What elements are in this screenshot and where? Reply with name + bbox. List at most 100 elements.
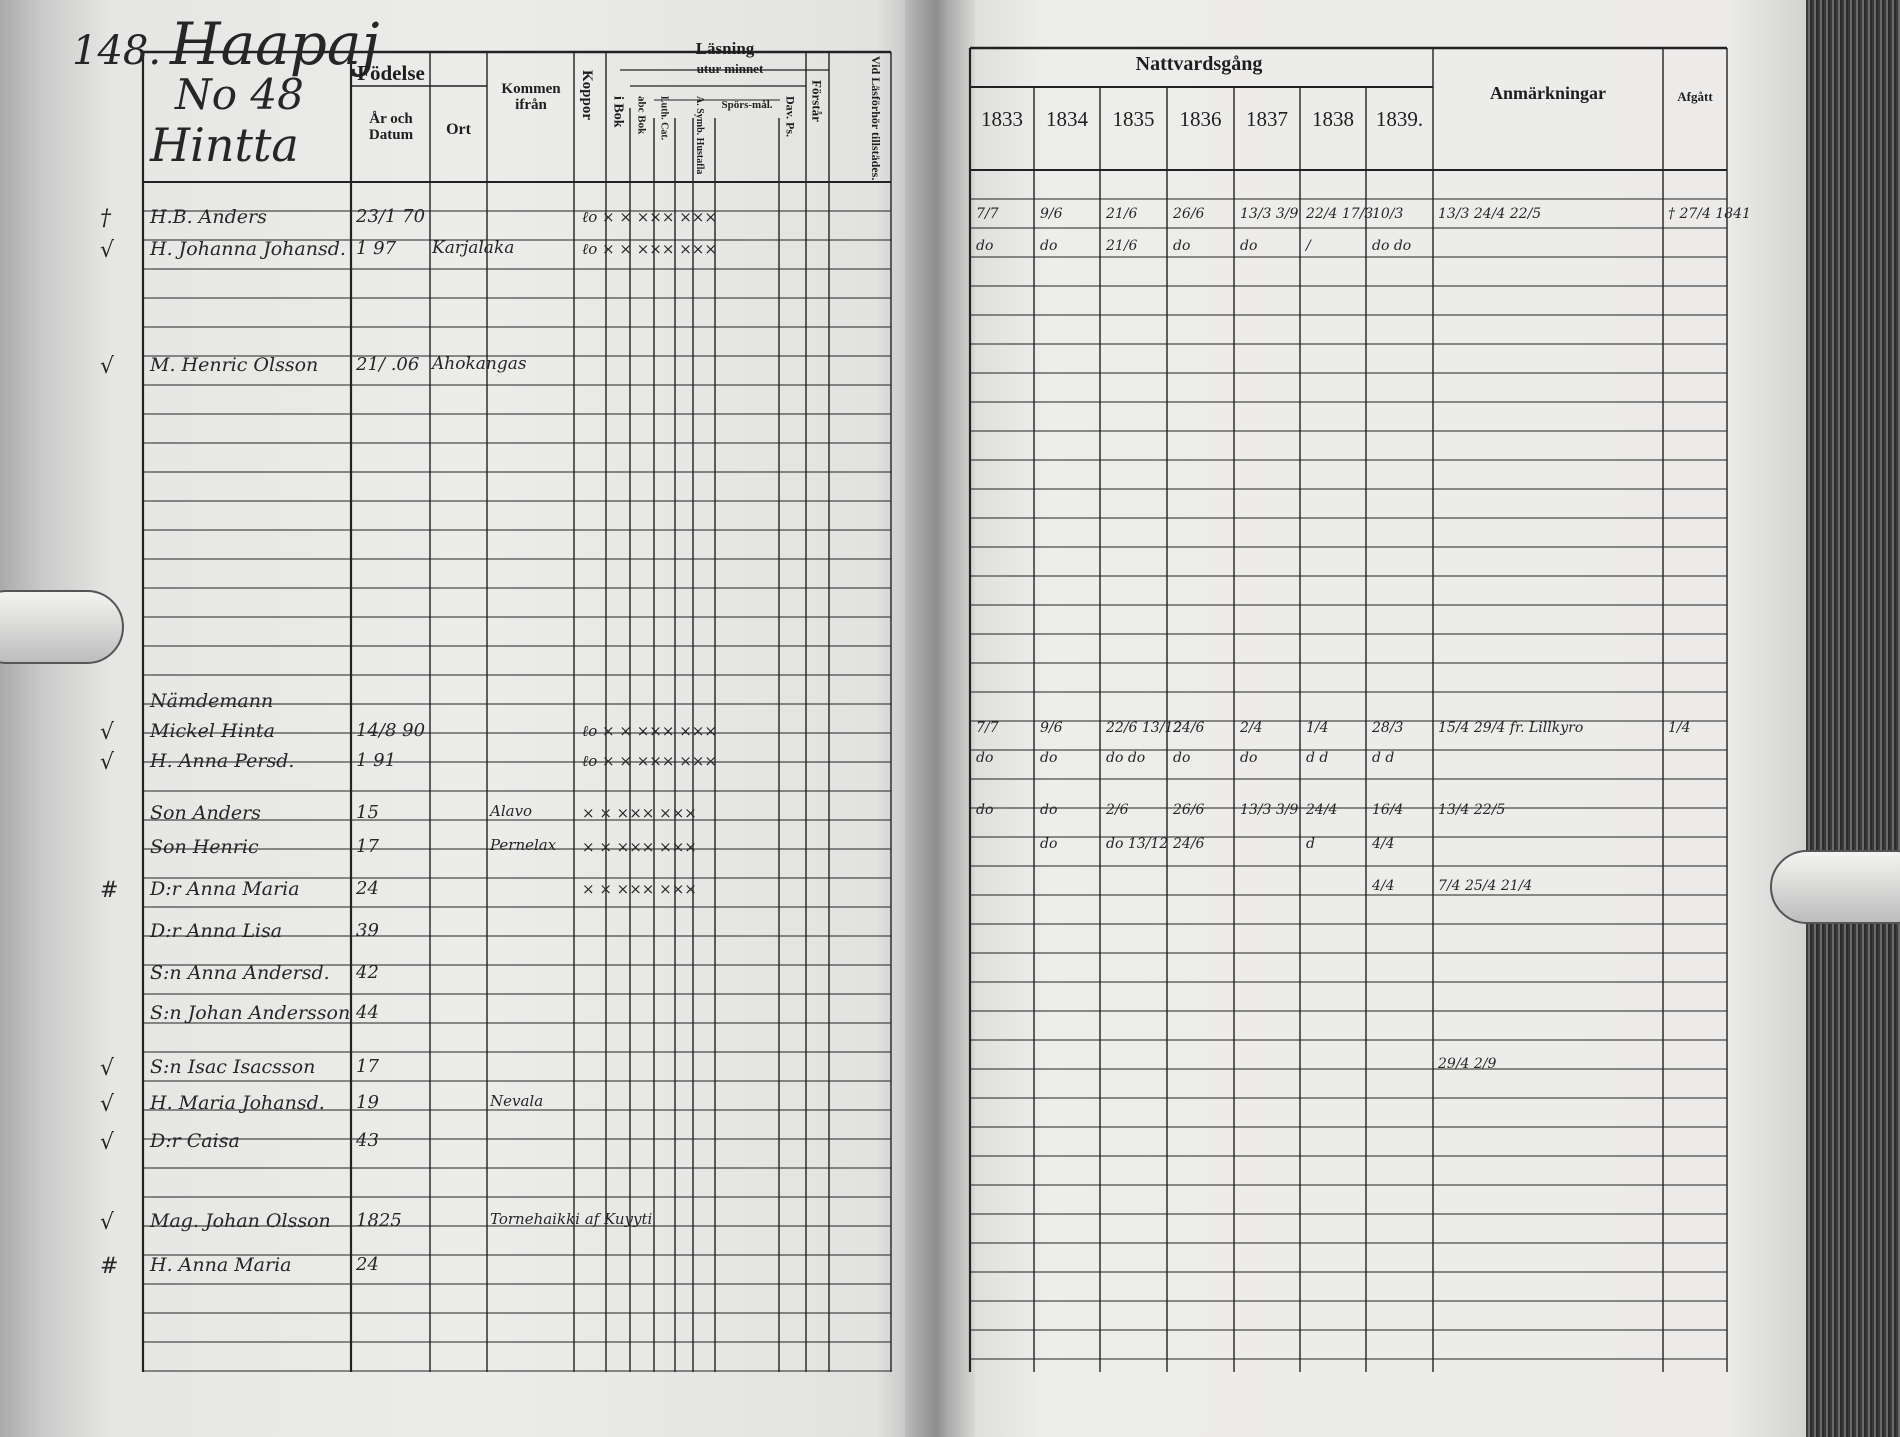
parish-name: Haapaj <box>170 10 380 78</box>
communion-date: 2/6 <box>1106 802 1129 818</box>
communion-date: do <box>976 802 994 818</box>
communion-date: do <box>1040 836 1058 852</box>
thumb-left <box>0 590 124 664</box>
entry-birth-date: 14/8 90 <box>356 720 426 741</box>
entry-reading-marks: × × ××× ××× <box>582 838 697 856</box>
communion-date: do <box>1040 750 1058 766</box>
communion-date: 10/3 <box>1372 206 1404 222</box>
header-ar-och-datum: År och Datum <box>368 111 414 143</box>
farm-name: Hintta <box>150 118 299 172</box>
entry-reading-marks: ℓo × × ××× ××× <box>582 240 717 258</box>
communion-date: 9/6 <box>1040 206 1063 222</box>
communion-date: do <box>976 238 994 254</box>
entry-name: Son Anders <box>150 802 261 824</box>
header-anmarkningar: Anmärkningar <box>1489 83 1606 103</box>
communion-date: do 13/12 <box>1106 836 1169 852</box>
header-nattvardsgang: Nattvardsgång <box>1135 53 1263 75</box>
communion-date: 26/6 <box>1173 802 1205 818</box>
communion-date: d d <box>1372 750 1395 766</box>
communion-date: do <box>1040 238 1058 254</box>
thumb-right <box>1770 850 1900 924</box>
book-edge <box>1806 0 1900 1437</box>
communion-date: 24/6 <box>1173 720 1205 736</box>
entry-name: D:r Caisa <box>150 1130 240 1152</box>
communion-date: do <box>976 750 994 766</box>
header-lasning: Läsning <box>695 39 755 58</box>
entry-reading-marks: × × ××× ××× <box>582 880 697 898</box>
entry-name: S:n Isac Isacsson <box>150 1056 316 1078</box>
communion-date: do <box>1240 750 1258 766</box>
header-koppor: Koppor <box>578 70 595 121</box>
communion-date: 1/4 <box>1306 720 1329 736</box>
entry-birth-date: 1 91 <box>356 750 397 771</box>
entry-birth-date: 1825 <box>356 1210 402 1231</box>
entry-name: D:r Anna Maria <box>150 878 300 900</box>
entry-birth-place: Karjalaka <box>432 238 515 258</box>
entry-name: Nämdemann <box>150 690 274 712</box>
entry-birth-date: 17 <box>356 1056 379 1077</box>
communion-date: do <box>1173 750 1191 766</box>
header-sporsmal: Spörs-mål. <box>721 99 773 111</box>
entry-name: H.B. Anders <box>150 206 267 228</box>
entry-mark: # <box>100 1254 119 1279</box>
header-kommen-ifran: Kommen ifrån <box>501 81 561 113</box>
entry-reading-marks: ℓo × × ××× ××× <box>582 208 717 226</box>
communion-date: 13/3 3/9 <box>1240 802 1299 818</box>
header-luth-cat: Luth. Cat. <box>658 96 670 141</box>
communion-date: d <box>1306 836 1315 852</box>
header-forstar: Förstår <box>809 80 825 122</box>
entry-name: M. Henric Olsson <box>150 354 319 376</box>
communion-date: 21/6 <box>1106 238 1138 254</box>
header-year: 1835 <box>1112 107 1155 131</box>
header-year: 1837 <box>1246 107 1288 131</box>
entry-remarks: 13/4 22/5 <box>1438 802 1506 818</box>
header-ort: Ort <box>446 121 471 138</box>
header-year: 1836 <box>1179 107 1222 131</box>
entry-name: D:r Anna Lisa <box>150 920 283 942</box>
entry-mark: √ <box>100 354 115 379</box>
entry-mark: √ <box>100 1056 115 1081</box>
entry-name: Mickel Hinta <box>150 720 275 742</box>
communion-date: / <box>1306 238 1311 254</box>
entry-came-from: Alavo <box>490 802 533 820</box>
header-fodelse: Födelse <box>357 61 425 85</box>
communion-date: 16/4 <box>1372 802 1404 818</box>
header-dav-ps: Dav. Ps. <box>783 96 798 138</box>
communion-date: 2/4 <box>1240 720 1263 736</box>
entry-name: Son Henric <box>150 836 259 858</box>
communion-date: 13/3 3/9 <box>1240 206 1299 222</box>
entry-remarks: 29/4 2/9 <box>1438 1056 1497 1072</box>
communion-date: 22/6 13/12 <box>1106 720 1183 736</box>
entry-came-from: Pernelax <box>490 836 557 854</box>
entry-mark: √ <box>100 750 115 775</box>
entry-birth-date: 39 <box>356 920 379 941</box>
communion-date: do <box>1240 238 1258 254</box>
right-page <box>960 0 1810 1437</box>
entry-name: H. Anna Maria <box>150 1254 292 1276</box>
entry-birth-date: 24 <box>356 1254 379 1275</box>
entry-reading-marks: ℓo × × ××× ××× <box>582 752 717 770</box>
entry-birth-date: 24 <box>356 878 379 899</box>
entry-name: Mag. Johan Olsson <box>150 1210 331 1232</box>
header-vid-lasforhor: Vid Läsförhör tillstädes. <box>869 56 883 181</box>
communion-date: 28/3 <box>1372 720 1404 736</box>
header-utar-minnet: utur minnet <box>696 61 764 76</box>
entry-birth-date: 23/1 70 <box>356 206 426 227</box>
header-afgatt: Afgått <box>1677 89 1713 104</box>
entry-birth-place: Ahokangas <box>432 354 527 374</box>
entry-remarks: 7/4 25/4 21/4 <box>1438 878 1533 894</box>
entry-reading-marks: × × ××× ××× <box>582 804 697 822</box>
communion-date: 21/6 <box>1106 206 1138 222</box>
header-year: 1839. <box>1375 107 1424 131</box>
house-number: No 48 <box>175 70 304 119</box>
entry-departed: 1/4 <box>1668 720 1691 736</box>
header-i-bok: i Bok <box>610 96 626 128</box>
entry-name: H. Johanna Johansd. <box>150 238 346 260</box>
entry-name: S:n Anna Andersd. <box>150 962 330 984</box>
entry-birth-date: 15 <box>356 802 379 823</box>
entry-remarks: 15/4 29/4 fr. Lillkyro <box>1438 720 1584 736</box>
entry-came-from: Nevala <box>490 1092 544 1110</box>
entry-name: H. Maria Johansd. <box>150 1092 325 1114</box>
entry-mark: √ <box>100 238 115 263</box>
